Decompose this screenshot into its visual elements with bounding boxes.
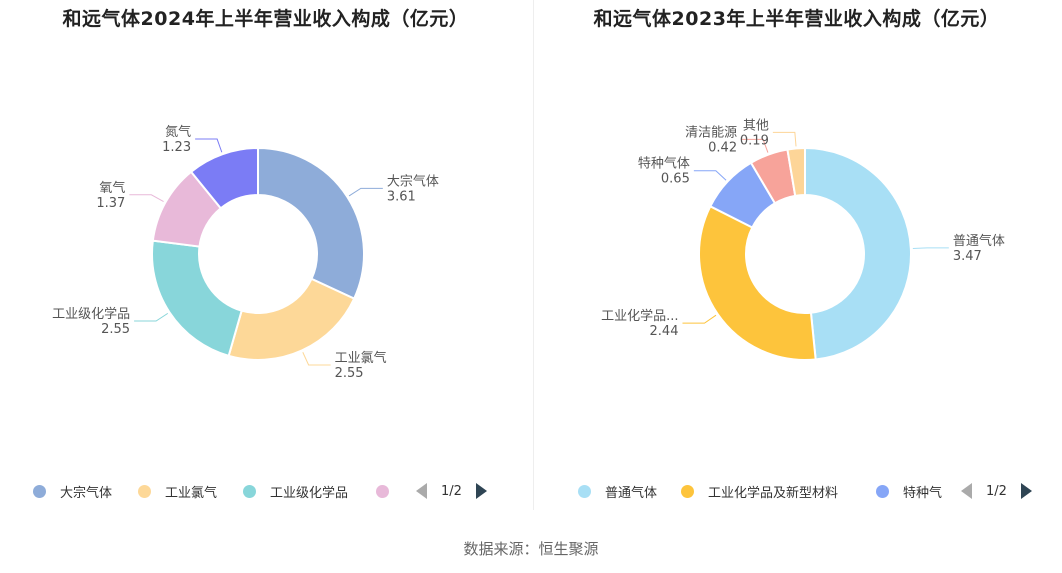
legend-pager: 1/2 [961, 480, 1032, 502]
slice-value-label: 0.65 [661, 172, 690, 187]
legend-dot-icon [681, 484, 694, 498]
slice-value-label: 3.47 [953, 249, 982, 264]
donut-slice[interactable] [698, 204, 817, 361]
slice-label: 其他 [743, 118, 769, 133]
panel-divider [533, 0, 534, 510]
donut-slice[interactable] [227, 277, 356, 361]
prev-page-icon[interactable] [416, 483, 427, 499]
slice-label: 清洁能源 [685, 125, 737, 140]
slice-label: 普通气体 [953, 233, 1005, 249]
legend-dot-icon [33, 484, 46, 498]
legend-dot-icon [243, 484, 256, 498]
donut-slice[interactable] [257, 146, 365, 300]
leader-line [772, 131, 797, 147]
prev-page-icon[interactable] [961, 483, 972, 499]
next-page-icon[interactable] [475, 483, 487, 499]
leader-line [912, 247, 949, 250]
leader-line [741, 138, 769, 153]
donut-slice[interactable] [189, 146, 259, 210]
page-indicator: 1/2 [441, 483, 462, 499]
slice-value-label: 1.37 [96, 196, 125, 211]
slice-value-label: 3.61 [387, 189, 416, 204]
legend-dot-icon [376, 484, 389, 498]
legend-label: 工业氯气 [165, 485, 218, 501]
slice-value-label: 0.19 [740, 133, 769, 148]
legend-item[interactable]: 大宗气体 [33, 480, 112, 502]
chart-panel-2023: 和远气体2023年上半年营业收入构成（亿元） 普通气体 3.47 工业化学品... 2… [531, 0, 1062, 515]
legend-dot-icon [578, 484, 591, 498]
legend: 大宗气体 工业氯气 工业级化学品 1/2 [0, 480, 531, 504]
chart-title: 和远气体2024年上半年营业收入构成（亿元） [62, 8, 469, 30]
slice-label: 特种气体 [638, 156, 690, 172]
slice-value-label: 2.44 [650, 324, 679, 339]
leader-line [129, 194, 164, 203]
legend-item[interactable]: 特种气 [876, 480, 942, 502]
slice-label: 氮气 [165, 124, 191, 140]
leader-line [693, 170, 727, 181]
legend-dot-icon [138, 484, 151, 498]
legend-dot-icon [876, 484, 889, 498]
data-source-note: 数据来源：恒生聚源 [463, 540, 599, 558]
legend-label: 大宗气体 [60, 485, 113, 501]
legend: 普通气体 工业化学品及新型材料 特种气 1/2 [531, 480, 1062, 504]
slice-label: 工业氯气 [335, 350, 387, 366]
slice-value-label: 2.55 [101, 322, 130, 337]
next-page-icon[interactable] [1020, 483, 1032, 499]
page-indicator: 1/2 [986, 483, 1007, 499]
slice-label: 工业级化学品 [52, 306, 130, 322]
donut-slice[interactable] [804, 146, 912, 361]
slice-value-label: 2.55 [335, 366, 364, 381]
legend-pager: 1/2 [416, 480, 487, 502]
legend-item[interactable] [376, 480, 403, 502]
slice-label: 氧气 [99, 180, 125, 196]
leader-line [195, 138, 223, 153]
legend-label: 工业化学品及新型材料 [708, 485, 839, 501]
leader-line [134, 312, 169, 322]
legend-item[interactable]: 工业级化学品 [243, 480, 348, 502]
slice-value-label: 0.42 [708, 140, 737, 155]
donut-slice[interactable] [151, 239, 243, 358]
legend-item[interactable]: 工业氯气 [138, 480, 217, 502]
slice-label: 大宗气体 [387, 173, 439, 189]
donut-slice[interactable] [786, 146, 806, 197]
chart-panel-2024: 和远气体2024年上半年营业收入构成（亿元） 大宗气体 3.61 工业氯气 2.55 工… [0, 0, 531, 515]
legend-label: 工业级化学品 [270, 485, 349, 501]
slice-label: 工业化学品... [601, 308, 678, 324]
legend-label: 普通气体 [605, 485, 658, 501]
legend-item[interactable]: 普通气体 [578, 480, 657, 502]
slice-value-label: 1.23 [162, 140, 191, 155]
legend-label: 特种气 [903, 485, 943, 501]
legend-item[interactable]: 工业化学品及新型材料 [681, 480, 838, 502]
leader-line [682, 314, 717, 324]
chart-title: 和远气体2023年上半年营业收入构成（亿元） [593, 8, 1000, 30]
leader-line [348, 187, 383, 197]
leader-line [302, 352, 331, 366]
